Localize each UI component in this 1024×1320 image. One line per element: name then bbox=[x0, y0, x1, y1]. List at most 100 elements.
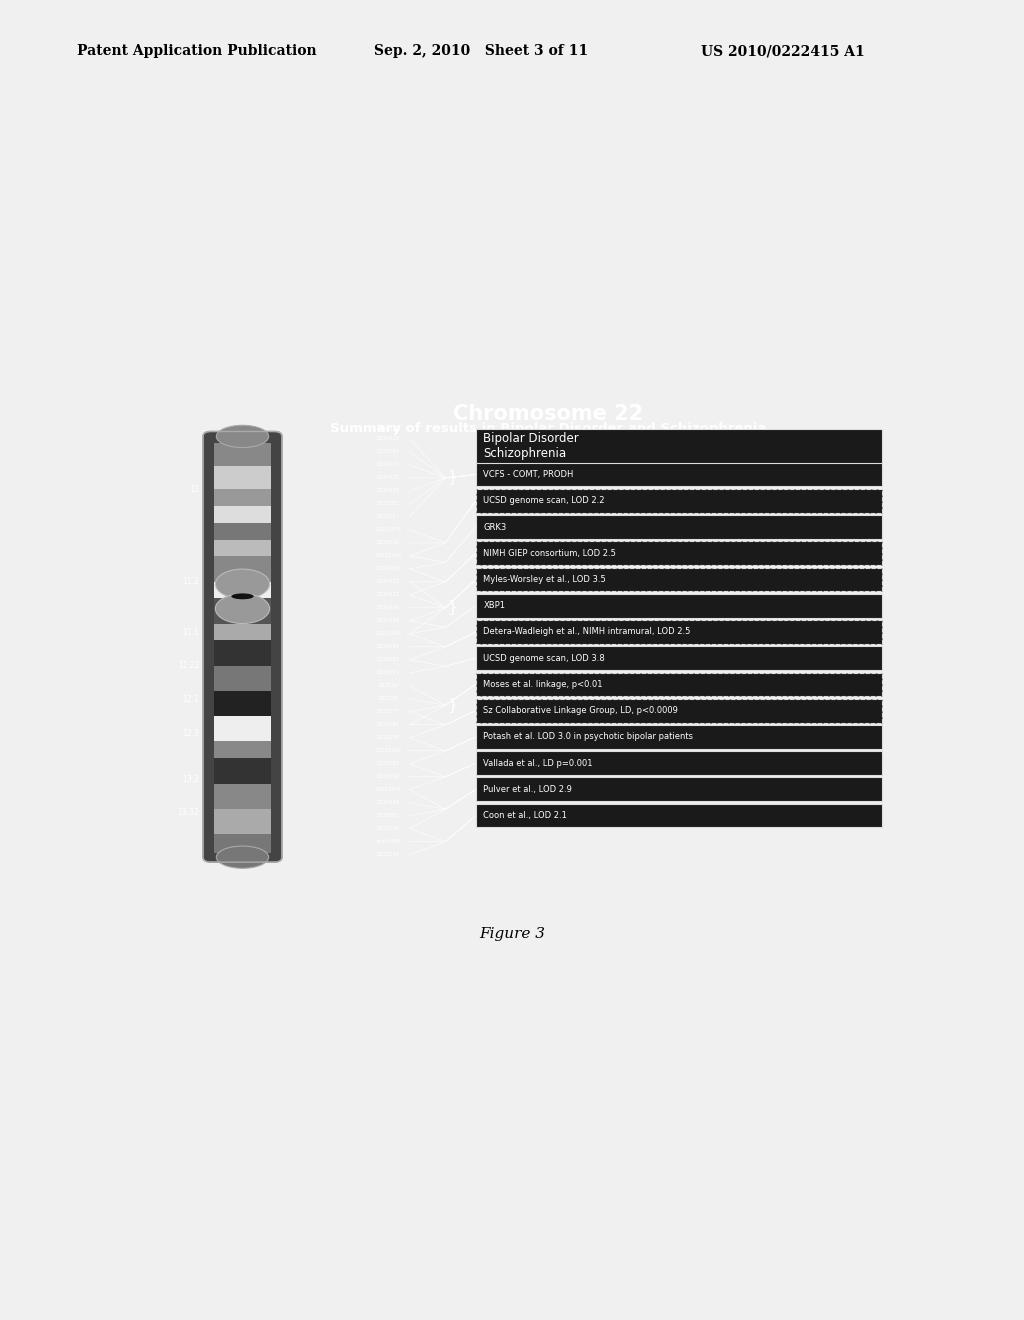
Text: Patent Application Publication: Patent Application Publication bbox=[77, 45, 316, 58]
Text: D22S283: D22S283 bbox=[377, 762, 399, 766]
Text: XBP1: XBP1 bbox=[483, 601, 506, 610]
Text: UCSD genome scan, LOD 2.2: UCSD genome scan, LOD 2.2 bbox=[483, 496, 605, 506]
Text: D22S692: D22S692 bbox=[377, 775, 399, 779]
Bar bbox=[214, 523, 271, 540]
Text: D22S427: D22S427 bbox=[377, 462, 399, 467]
FancyBboxPatch shape bbox=[476, 541, 883, 565]
Text: 12.1: 12.1 bbox=[182, 694, 200, 704]
Bar bbox=[214, 623, 271, 640]
Text: D22S1945: D22S1945 bbox=[376, 787, 401, 792]
Text: D22S420b: D22S420b bbox=[376, 566, 401, 572]
Text: US 2010/0222415 A1: US 2010/0222415 A1 bbox=[701, 45, 865, 58]
Text: Coon et al., LOD 2.1: Coon et al., LOD 2.1 bbox=[483, 810, 567, 820]
Bar bbox=[214, 809, 271, 834]
Text: Potash et al. LOD 3.0 in psychotic bipolar patients: Potash et al. LOD 3.0 in psychotic bipol… bbox=[483, 733, 693, 742]
Bar bbox=[214, 466, 271, 488]
Text: sta5i505: sta5i505 bbox=[376, 840, 401, 845]
Ellipse shape bbox=[231, 593, 254, 599]
Bar bbox=[214, 540, 271, 556]
Text: D22S50: D22S50 bbox=[379, 696, 398, 701]
Text: D22S419: D22S419 bbox=[377, 606, 399, 610]
Text: Sep. 2, 2010   Sheet 3 of 11: Sep. 2, 2010 Sheet 3 of 11 bbox=[374, 45, 588, 58]
Text: NIMH GIEP consortium, LOD 2.5: NIMH GIEP consortium, LOD 2.5 bbox=[483, 549, 616, 558]
Text: Moses et al. linkage, p<0.01: Moses et al. linkage, p<0.01 bbox=[483, 680, 603, 689]
Text: D22S274: D22S274 bbox=[377, 853, 399, 857]
FancyBboxPatch shape bbox=[476, 777, 883, 801]
Text: Summary of results in Bipolar Disorder and Schizophrenia: Summary of results in Bipolar Disorder a… bbox=[330, 421, 766, 434]
Text: D22S277: D22S277 bbox=[377, 709, 399, 714]
FancyBboxPatch shape bbox=[476, 725, 883, 748]
FancyBboxPatch shape bbox=[476, 462, 883, 486]
Text: 11.1: 11.1 bbox=[182, 627, 200, 636]
Text: VCFS - COMT, PRODH: VCFS - COMT, PRODH bbox=[483, 470, 573, 479]
FancyBboxPatch shape bbox=[476, 594, 883, 618]
Text: UCSD genome scan, LOD 3.8: UCSD genome scan, LOD 3.8 bbox=[483, 653, 605, 663]
Text: 13.2: 13.2 bbox=[182, 775, 200, 784]
Text: D22S1p: D22S1p bbox=[379, 684, 398, 688]
Text: D22S801: D22S801 bbox=[377, 813, 399, 818]
Text: D22S315: D22S315 bbox=[377, 540, 399, 545]
Bar bbox=[214, 784, 271, 809]
FancyBboxPatch shape bbox=[476, 429, 883, 463]
Bar bbox=[214, 488, 271, 506]
Text: D22S429: D22S429 bbox=[377, 618, 399, 623]
Text: Chromosome 22: Chromosome 22 bbox=[453, 404, 643, 424]
Bar bbox=[214, 506, 271, 523]
Text: D22S257: D22S257 bbox=[377, 515, 399, 519]
FancyBboxPatch shape bbox=[476, 647, 883, 671]
Bar bbox=[214, 442, 271, 466]
FancyBboxPatch shape bbox=[203, 432, 282, 862]
Bar bbox=[214, 834, 271, 853]
Text: }: } bbox=[446, 470, 457, 486]
Text: D22S1164: D22S1164 bbox=[376, 553, 401, 558]
Text: 13.32: 13.32 bbox=[177, 808, 200, 817]
Text: D22S693: D22S693 bbox=[377, 657, 399, 663]
Text: D22S270: D22S270 bbox=[377, 826, 399, 832]
Bar bbox=[214, 690, 271, 717]
Text: 13: 13 bbox=[189, 484, 200, 494]
Text: D22S939: D22S939 bbox=[377, 488, 399, 494]
Text: D22S685: D22S685 bbox=[377, 722, 399, 727]
Text: Figure 3: Figure 3 bbox=[479, 927, 545, 941]
Text: GRK3: GRK3 bbox=[483, 523, 507, 532]
FancyBboxPatch shape bbox=[476, 751, 883, 775]
FancyBboxPatch shape bbox=[476, 568, 883, 591]
Text: D22S1142: D22S1142 bbox=[376, 748, 401, 754]
FancyBboxPatch shape bbox=[476, 620, 883, 644]
Bar bbox=[214, 556, 271, 582]
Bar bbox=[214, 582, 271, 598]
Text: Pulver et al., LOD 2.9: Pulver et al., LOD 2.9 bbox=[483, 785, 572, 793]
Text: Bipolar Disorder
Schizophrenia: Bipolar Disorder Schizophrenia bbox=[483, 433, 580, 461]
Text: D22S420: D22S420 bbox=[377, 437, 399, 441]
FancyBboxPatch shape bbox=[476, 488, 883, 512]
FancyBboxPatch shape bbox=[476, 515, 883, 539]
FancyBboxPatch shape bbox=[476, 672, 883, 697]
Text: D22S425: D22S425 bbox=[377, 475, 399, 480]
Text: }: } bbox=[446, 601, 457, 615]
Ellipse shape bbox=[216, 846, 268, 869]
Bar bbox=[214, 640, 271, 665]
Text: 11.22: 11.22 bbox=[178, 661, 200, 671]
Text: Vallada et al., LD p=0.001: Vallada et al., LD p=0.001 bbox=[483, 759, 593, 768]
Text: D22S423: D22S423 bbox=[377, 579, 399, 585]
Text: 12.3: 12.3 bbox=[182, 729, 200, 738]
Text: D22S303: D22S303 bbox=[377, 502, 399, 507]
Text: D22S421: D22S421 bbox=[377, 593, 399, 598]
Text: D22S441: D22S441 bbox=[377, 800, 399, 805]
Ellipse shape bbox=[215, 594, 269, 623]
Text: D22S891: D22S891 bbox=[377, 671, 399, 676]
Bar bbox=[214, 742, 271, 758]
Text: D22S694: D22S694 bbox=[377, 644, 399, 649]
Text: D22S264: D22S264 bbox=[377, 449, 399, 454]
Ellipse shape bbox=[216, 425, 268, 447]
Text: Sz Collaborative Linkage Group, LD, p<0.0009: Sz Collaborative Linkage Group, LD, p<0.… bbox=[483, 706, 678, 715]
FancyBboxPatch shape bbox=[476, 804, 883, 828]
Bar bbox=[214, 758, 271, 784]
Bar bbox=[214, 717, 271, 742]
Bar bbox=[214, 598, 271, 623]
Bar bbox=[214, 665, 271, 690]
Text: Myles-Worsley et al., LOD 3.5: Myles-Worsley et al., LOD 3.5 bbox=[483, 576, 606, 583]
Text: D22S1174: D22S1174 bbox=[376, 528, 401, 532]
Text: D22S1144: D22S1144 bbox=[376, 631, 401, 636]
Text: }: } bbox=[446, 698, 457, 713]
